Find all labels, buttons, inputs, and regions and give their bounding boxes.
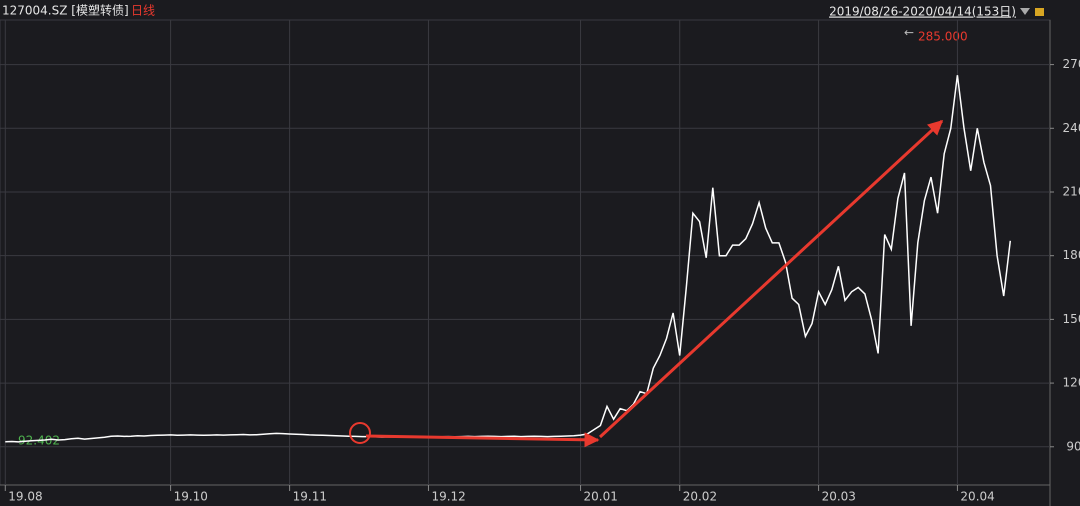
x-tick-label: 20.01 — [584, 490, 618, 504]
lock-icon[interactable] — [1035, 8, 1044, 16]
dropdown-icon[interactable] — [1020, 8, 1030, 15]
x-tick-label: 20.04 — [960, 490, 994, 504]
x-tick-label: 20.03 — [822, 490, 856, 504]
x-tick-label: 19.11 — [293, 490, 327, 504]
annotation-arrow — [365, 432, 600, 448]
x-tick-label: 19.10 — [174, 490, 208, 504]
y-tick-label: 90 — [1066, 439, 1080, 453]
y-tick-label: 150 — [1063, 312, 1080, 326]
subtitle: 日线 — [131, 4, 155, 18]
y-tick-label: 120 — [1063, 376, 1080, 390]
highlight-circle — [349, 422, 371, 444]
y-tick-label: 270 — [1063, 57, 1080, 71]
plot-frame — [0, 19, 1051, 486]
price-line — [5, 75, 1012, 443]
arrow-glyph: ← — [904, 26, 914, 40]
y-tick-label: 210 — [1063, 184, 1080, 198]
max-label: 285.000 — [918, 30, 968, 44]
x-tick-label: 19.12 — [431, 490, 465, 504]
y-tick-label: 180 — [1063, 248, 1080, 262]
x-tick-label: 20.02 — [683, 490, 717, 504]
y-tick-label: 240 — [1063, 121, 1080, 135]
x-tick-label: 19.08 — [8, 490, 42, 504]
annotation-arrow — [598, 119, 944, 439]
period[interactable]: 2019/08/26-2020/04/14(153日) — [829, 5, 1016, 19]
title: 127004.SZ [模塑转债] — [2, 3, 129, 18]
